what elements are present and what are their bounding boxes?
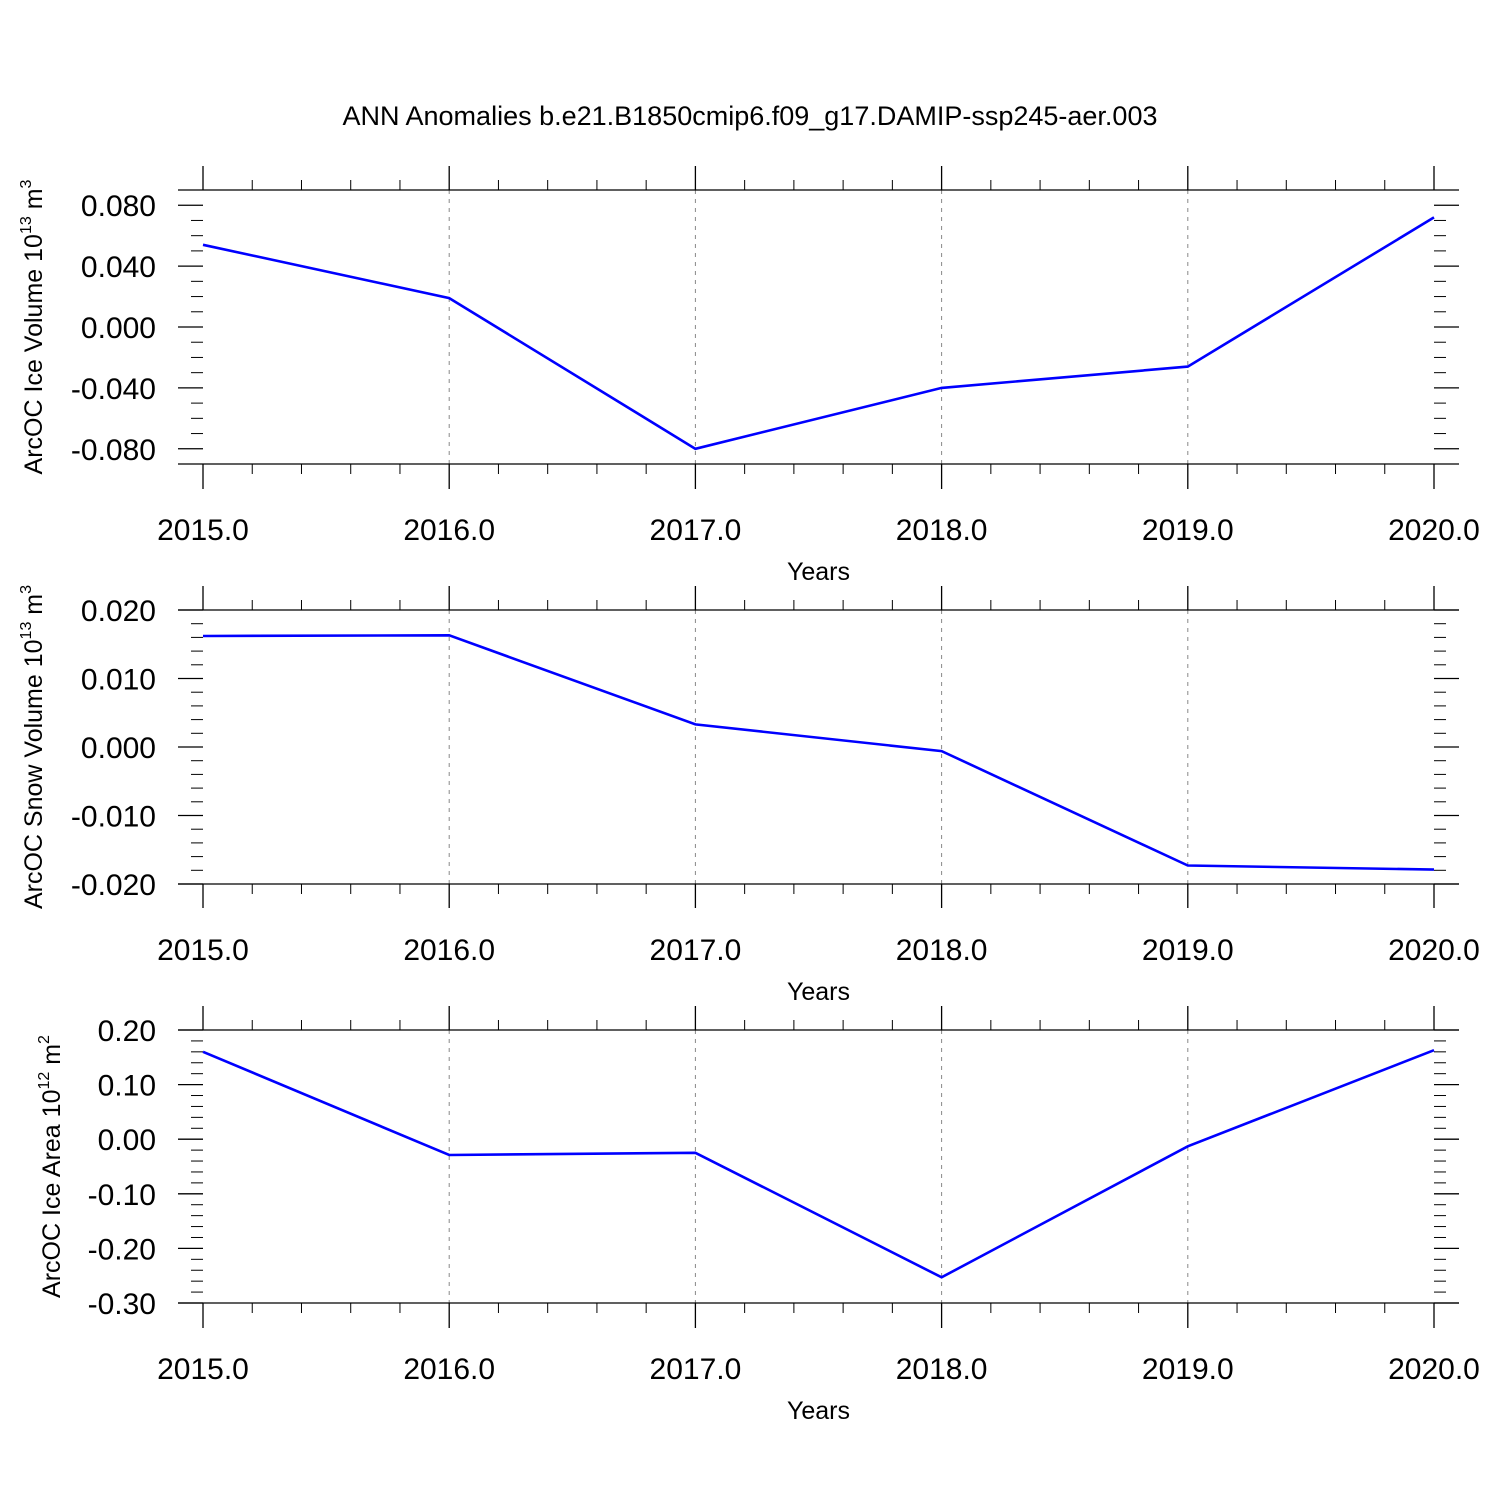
panel-1: 0.080 0.040 0.000 -0.040 -0.080 2015.0 2016.0 2…: [18, 166, 1480, 586]
x-tick-label: 2019.0: [1142, 934, 1234, 967]
y-axis-label-unit-exponent: 3: [18, 585, 35, 594]
y-axis-label-exponent: 12: [36, 1072, 53, 1090]
y-tick-label: 0.10: [98, 1070, 156, 1103]
x-axis-label: Years: [787, 558, 850, 586]
x-tick-label: 2017.0: [650, 514, 742, 547]
x-tick-label: 2018.0: [896, 934, 988, 967]
x-tick-label: 2020.0: [1388, 514, 1480, 547]
y-tick-label: 0.000: [81, 312, 156, 345]
x-tick-label: 2017.0: [650, 1353, 742, 1386]
y-tick-label: -0.080: [71, 434, 156, 467]
y-tick-label: -0.10: [88, 1179, 156, 1212]
y-axis-label-unit: m: [20, 594, 48, 622]
y-axis-label: ArcOC Ice Volume 1013 m3: [18, 179, 48, 474]
x-tick-label: 2020.0: [1388, 1353, 1480, 1386]
x-tick-label: 2020.0: [1388, 934, 1480, 967]
y-tick-label: -0.010: [71, 801, 156, 834]
y-axis-label-unit-exponent: 2: [36, 1035, 53, 1044]
y-tick-label: 0.000: [81, 732, 156, 765]
y-tick-label: 0.040: [81, 251, 156, 284]
series-line: [202, 633, 1435, 871]
x-tick-label: 2015.0: [157, 1353, 249, 1386]
y-axis-label-exponent: 13: [18, 216, 35, 234]
x-tick-label: 2019.0: [1142, 1353, 1234, 1386]
y-tick-label: 0.20: [98, 1015, 156, 1048]
y-tick-label: 0.080: [81, 190, 156, 223]
y-axis-label-unit: m: [38, 1044, 66, 1072]
y-tick-label: 0.00: [98, 1124, 156, 1157]
figure-title: ANN Anomalies b.e21.B1850cmip6.f09_g17.D…: [343, 101, 1158, 131]
y-tick-label: 0.010: [81, 664, 156, 697]
x-tick-label: 2018.0: [896, 1353, 988, 1386]
y-tick-label: -0.020: [71, 869, 156, 902]
panels: 0.080 0.040 0.000 -0.040 -0.080 2015.0 2016.0 2…: [18, 166, 1480, 1425]
y-axis-label: ArcOC Ice Area 1012 m2: [36, 1035, 66, 1298]
x-tick-label: 2019.0: [1142, 514, 1234, 547]
y-tick-label: -0.20: [88, 1233, 156, 1266]
x-axis-label: Years: [787, 978, 850, 1006]
x-tick-label: 2018.0: [896, 514, 988, 547]
x-tick-label: 2016.0: [403, 1353, 495, 1386]
y-axis-label-unit-exponent: 3: [18, 179, 35, 188]
x-tick-label: 2016.0: [403, 514, 495, 547]
y-axis-label-text: ArcOC Ice Volume 10: [20, 234, 48, 474]
series-line: [202, 1048, 1435, 1279]
y-tick-label: -0.30: [88, 1288, 156, 1321]
series-line: [202, 216, 1435, 451]
y-tick-label: 0.020: [81, 595, 156, 628]
x-tick-label: 2017.0: [650, 934, 742, 967]
y-axis-label-exponent: 13: [18, 622, 35, 640]
y-axis-label: ArcOC Snow Volume 1013 m3: [18, 585, 48, 909]
y-tick-label: -0.040: [71, 373, 156, 406]
y-axis-label-unit: m: [20, 188, 48, 216]
x-axis-label: Years: [787, 1397, 850, 1425]
x-tick-label: 2016.0: [403, 934, 495, 967]
x-tick-label: 2015.0: [157, 514, 249, 547]
y-axis-label-text: ArcOC Snow Volume 10: [20, 639, 48, 909]
x-tick-label: 2015.0: [157, 934, 249, 967]
y-axis-label-text: ArcOC Ice Area 10: [38, 1090, 66, 1298]
